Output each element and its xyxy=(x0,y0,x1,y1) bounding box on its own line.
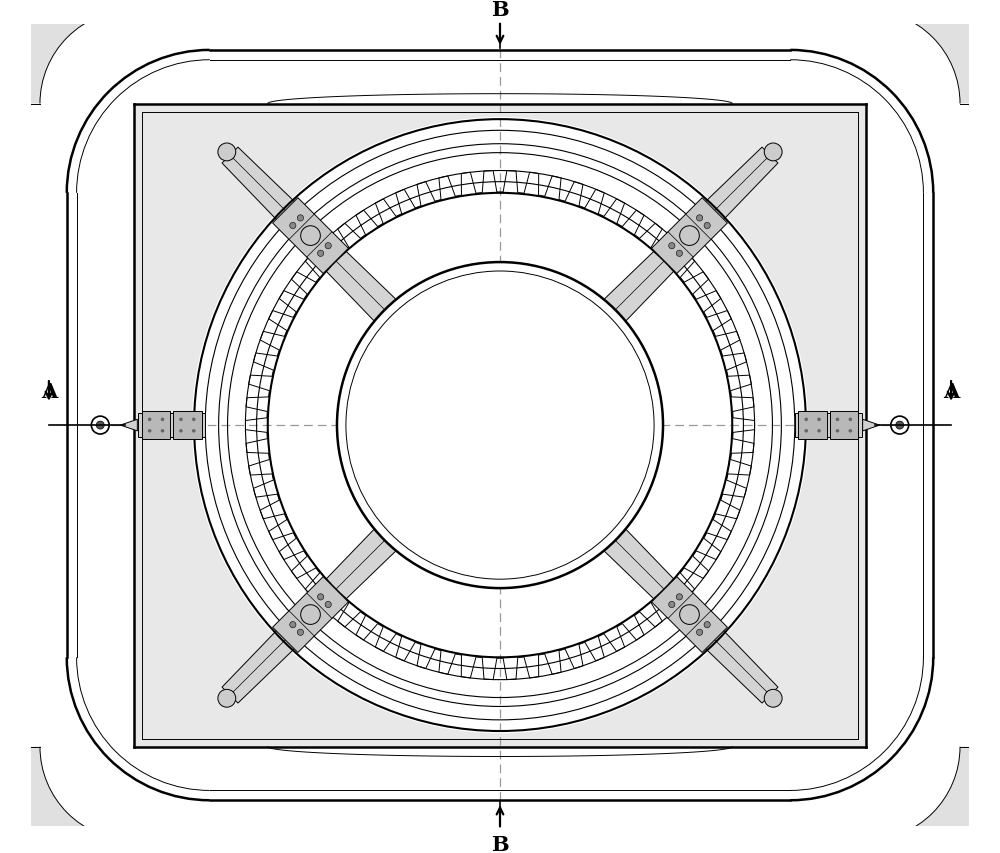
Polygon shape xyxy=(0,746,134,853)
Polygon shape xyxy=(120,420,137,432)
Circle shape xyxy=(317,251,324,257)
Circle shape xyxy=(696,216,703,222)
Polygon shape xyxy=(138,414,205,438)
Circle shape xyxy=(337,263,663,589)
Bar xyxy=(830,411,858,440)
Circle shape xyxy=(179,430,183,433)
Polygon shape xyxy=(134,104,866,746)
Circle shape xyxy=(669,601,675,608)
Circle shape xyxy=(704,223,710,229)
Circle shape xyxy=(290,622,296,628)
Polygon shape xyxy=(577,502,778,703)
Circle shape xyxy=(764,689,782,707)
Circle shape xyxy=(804,418,808,421)
Circle shape xyxy=(297,216,304,222)
Circle shape xyxy=(836,418,839,421)
Text: A: A xyxy=(943,381,959,401)
Polygon shape xyxy=(866,746,1000,853)
Circle shape xyxy=(325,243,331,250)
Polygon shape xyxy=(863,420,880,432)
Polygon shape xyxy=(222,502,423,703)
Circle shape xyxy=(297,630,304,635)
Circle shape xyxy=(148,430,151,433)
Circle shape xyxy=(179,418,183,421)
Polygon shape xyxy=(0,0,134,104)
Circle shape xyxy=(836,430,839,433)
Text: B: B xyxy=(491,0,509,20)
Text: A: A xyxy=(41,381,57,401)
Circle shape xyxy=(669,243,675,250)
Circle shape xyxy=(849,430,852,433)
Circle shape xyxy=(161,430,164,433)
Circle shape xyxy=(676,594,683,601)
Circle shape xyxy=(96,421,104,430)
Circle shape xyxy=(817,418,821,421)
Circle shape xyxy=(192,418,196,421)
Circle shape xyxy=(817,430,821,433)
Circle shape xyxy=(148,418,151,421)
Circle shape xyxy=(676,251,683,257)
Polygon shape xyxy=(273,577,348,653)
Circle shape xyxy=(891,416,909,434)
Circle shape xyxy=(317,594,324,601)
Circle shape xyxy=(218,144,236,162)
Polygon shape xyxy=(577,148,778,349)
Circle shape xyxy=(325,601,331,608)
Circle shape xyxy=(704,622,710,628)
Polygon shape xyxy=(273,199,348,274)
Circle shape xyxy=(192,118,808,734)
Polygon shape xyxy=(795,414,862,438)
Text: B: B xyxy=(491,833,509,853)
Circle shape xyxy=(192,430,196,433)
Bar xyxy=(798,411,827,440)
Circle shape xyxy=(161,418,164,421)
Circle shape xyxy=(290,223,296,229)
Circle shape xyxy=(218,689,236,707)
Polygon shape xyxy=(652,577,727,653)
Circle shape xyxy=(764,144,782,162)
Polygon shape xyxy=(866,0,1000,104)
Circle shape xyxy=(91,416,109,434)
Polygon shape xyxy=(652,199,727,274)
Circle shape xyxy=(849,418,852,421)
Bar xyxy=(142,411,170,440)
Bar xyxy=(173,411,202,440)
Polygon shape xyxy=(222,148,423,349)
Circle shape xyxy=(896,421,904,430)
Circle shape xyxy=(696,630,703,635)
Circle shape xyxy=(804,430,808,433)
